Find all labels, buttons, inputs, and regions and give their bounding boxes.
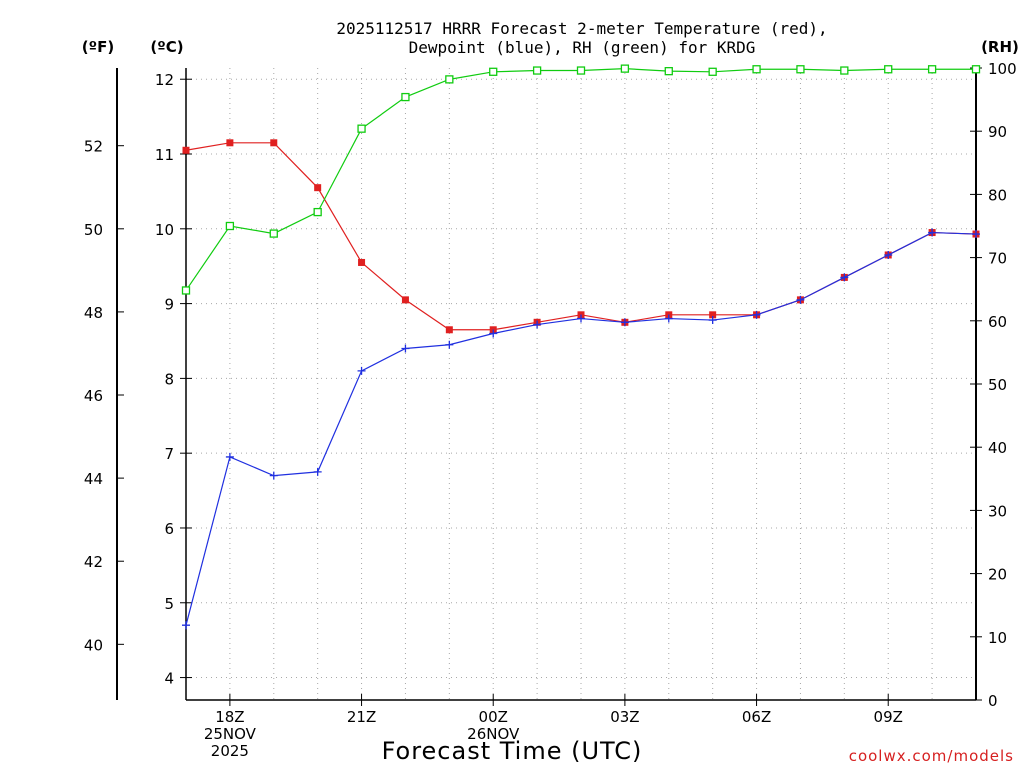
fahrenheit-tick-label: 52	[84, 138, 103, 156]
dewpoint-point	[708, 316, 717, 325]
rh-tick-label: 50	[988, 376, 1007, 394]
fahrenheit-tick-label: 42	[84, 553, 103, 571]
rh-tick-label: 60	[988, 313, 1007, 331]
rh-point	[313, 207, 322, 217]
celsius-tick-label: 10	[155, 221, 174, 239]
x-tick-label: 18Z	[215, 708, 244, 726]
rh-axis-unit: (RH)	[981, 38, 1019, 56]
rh-point	[269, 229, 278, 238]
rh-tick-label: 80	[988, 186, 1007, 204]
rh-series	[181, 64, 981, 295]
dewpoint-point	[620, 318, 629, 327]
dewpoint-point	[357, 366, 366, 375]
x-tick-label: 21Z	[347, 708, 376, 726]
x-tick-label: 09Z	[874, 708, 903, 726]
rh-point	[664, 67, 673, 76]
rh-tick-label: 100	[988, 60, 1017, 78]
axes	[116, 67, 982, 706]
dewpoint-point	[445, 340, 454, 349]
rh-tick-label: 70	[988, 250, 1007, 268]
celsius-tick-label: 12	[155, 71, 174, 89]
rh-tick-label: 20	[988, 566, 1007, 584]
x-tick-label: 00Z	[479, 708, 508, 726]
temperature-point	[314, 184, 322, 192]
dewpoint-point	[796, 295, 805, 304]
data-series	[181, 64, 981, 630]
dewpoint-point	[884, 250, 893, 259]
temperature-line	[185, 142, 977, 331]
x-tick-label: 06Z	[742, 708, 771, 726]
celsius-tick-label: 4	[164, 670, 174, 688]
fahrenheit-tick-label: 48	[84, 304, 103, 322]
tick-labels: 4 5 6 7 8 9 10 11 12 40 42 44 46 48 50 52 0 10 20 30 40 50 60 7…	[84, 60, 1017, 760]
fahrenheit-tick-label: 44	[84, 470, 103, 488]
rh-point	[576, 66, 586, 75]
celsius-axis-unit: (ºC)	[150, 38, 183, 56]
rh-point	[620, 64, 630, 73]
dewpoint-point	[840, 273, 849, 282]
temperature-point	[226, 139, 234, 147]
rh-point	[532, 66, 542, 75]
rh-tick-label: 40	[988, 439, 1007, 457]
chart-title-line-1: 2025112517 HRRR Forecast 2-meter Tempera…	[336, 19, 827, 38]
rh-point	[884, 65, 893, 74]
x-tick-label: 03Z	[610, 708, 639, 726]
dewpoint-point	[269, 471, 278, 480]
dewpoint-point	[401, 344, 410, 353]
fahrenheit-axis-unit: (ºF)	[82, 38, 114, 56]
rh-point	[840, 66, 849, 75]
dewpoint-series	[182, 228, 980, 630]
x-tick-label: 25NOV	[204, 725, 257, 743]
rh-point	[445, 75, 454, 84]
rh-point	[489, 67, 498, 76]
dewpoint-point	[752, 310, 761, 319]
celsius-tick-label: 9	[164, 296, 174, 314]
rh-point	[401, 92, 410, 102]
temperature-point	[270, 139, 278, 147]
credit-link[interactable]: coolwx.com/models	[849, 747, 1014, 765]
dewpoint-point	[182, 621, 190, 630]
rh-line	[185, 68, 976, 291]
dewpoint-point	[928, 228, 937, 237]
fahrenheit-tick-label: 40	[84, 636, 103, 654]
temperature-point	[401, 296, 409, 304]
rh-point	[752, 65, 761, 74]
dewpoint-point	[533, 320, 542, 329]
rh-tick-label: 10	[988, 629, 1007, 647]
celsius-tick-label: 7	[164, 445, 174, 463]
dewpoint-point	[225, 452, 234, 461]
chart-title-line-2: Dewpoint (blue), RH (green) for KRDG	[409, 38, 756, 57]
temperature-point	[445, 326, 453, 334]
celsius-tick-label: 6	[164, 520, 174, 538]
dewpoint-point	[972, 230, 980, 239]
dewpoint-point	[313, 467, 322, 476]
rh-point	[971, 65, 981, 74]
celsius-tick-label: 11	[155, 146, 174, 164]
rh-point	[708, 67, 717, 76]
celsius-tick-label: 5	[164, 595, 174, 613]
fahrenheit-tick-label: 46	[84, 387, 103, 405]
gridlines	[186, 68, 976, 700]
dewpoint-point	[664, 314, 673, 323]
temperature-point	[358, 258, 366, 266]
x-tick-label: 26NOV	[467, 725, 520, 743]
rh-point	[225, 221, 235, 231]
rh-tick-label: 30	[988, 502, 1007, 520]
fahrenheit-tick-label: 50	[84, 221, 103, 239]
rh-point	[796, 65, 805, 74]
rh-tick-label: 0	[988, 692, 998, 710]
rh-point	[357, 124, 366, 133]
x-tick-label: 2025	[211, 742, 249, 760]
celsius-tick-label: 8	[164, 370, 174, 388]
x-axis-title: Forecast Time (UTC)	[382, 737, 643, 765]
dewpoint-point	[489, 329, 498, 338]
dewpoint-point	[577, 314, 585, 323]
temperature-point	[709, 311, 717, 319]
temperature-point	[182, 146, 190, 154]
rh-point	[181, 286, 191, 295]
rh-tick-label: 90	[988, 123, 1007, 141]
rh-point	[927, 65, 937, 74]
